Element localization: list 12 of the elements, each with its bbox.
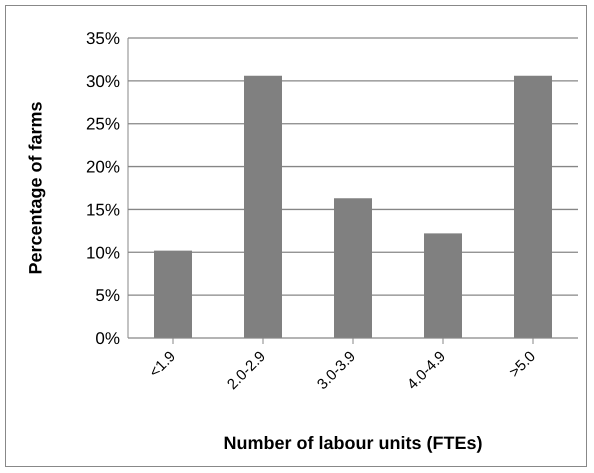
y-tick-label: 15% <box>86 200 120 220</box>
x-tick-label: >5.0 <box>506 348 540 381</box>
y-tick-label: 30% <box>86 72 120 91</box>
x-tick-label: <1.9 <box>146 348 180 381</box>
y-tick-label: 10% <box>86 243 120 262</box>
y-tick-label: 25% <box>86 114 120 134</box>
y-tick-label: 0% <box>95 329 120 348</box>
y-tick-label: 35% <box>86 29 120 48</box>
x-axis-title: Number of labour units (FTEs) <box>224 433 482 453</box>
y-axis-title: Percentage of farms <box>25 101 46 275</box>
y-tick-label: 5% <box>95 286 120 306</box>
y-tick-label: 20% <box>86 158 120 177</box>
